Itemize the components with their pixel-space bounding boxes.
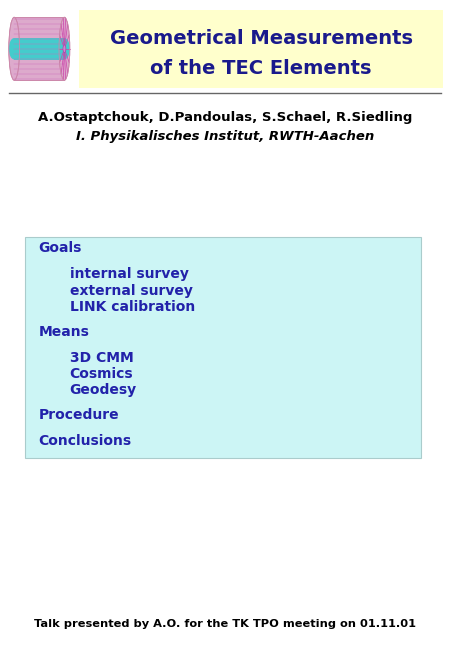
Ellipse shape [59, 18, 70, 80]
Text: A.Ostaptchouk, D.Pandoulas, S.Schael, R.Siedling: A.Ostaptchouk, D.Pandoulas, S.Schael, R.… [38, 111, 412, 124]
Text: LINK calibration: LINK calibration [70, 300, 195, 314]
Ellipse shape [63, 45, 66, 53]
Polygon shape [14, 18, 64, 80]
Text: I. Physikalisches Institut, RWTH-Aachen: I. Physikalisches Institut, RWTH-Aachen [76, 130, 374, 143]
Text: Talk presented by A.O. for the TK TPO meeting on 01.11.01: Talk presented by A.O. for the TK TPO me… [34, 619, 416, 629]
Text: Means: Means [38, 324, 89, 339]
Text: Conclusions: Conclusions [38, 434, 131, 448]
Text: 3D CMM: 3D CMM [70, 350, 134, 365]
Ellipse shape [9, 38, 20, 60]
Text: Geodesy: Geodesy [70, 383, 137, 397]
FancyBboxPatch shape [25, 237, 421, 458]
Text: Cosmics: Cosmics [70, 367, 133, 381]
Ellipse shape [9, 18, 20, 80]
Text: Goals: Goals [38, 241, 81, 255]
FancyBboxPatch shape [79, 10, 443, 88]
Text: external survey: external survey [70, 283, 193, 298]
Polygon shape [14, 38, 64, 60]
Text: internal survey: internal survey [70, 267, 189, 281]
Ellipse shape [59, 38, 70, 60]
Text: Procedure: Procedure [38, 408, 119, 422]
Text: of the TEC Elements: of the TEC Elements [150, 58, 372, 78]
Text: Geometrical Measurements: Geometrical Measurements [109, 29, 413, 49]
